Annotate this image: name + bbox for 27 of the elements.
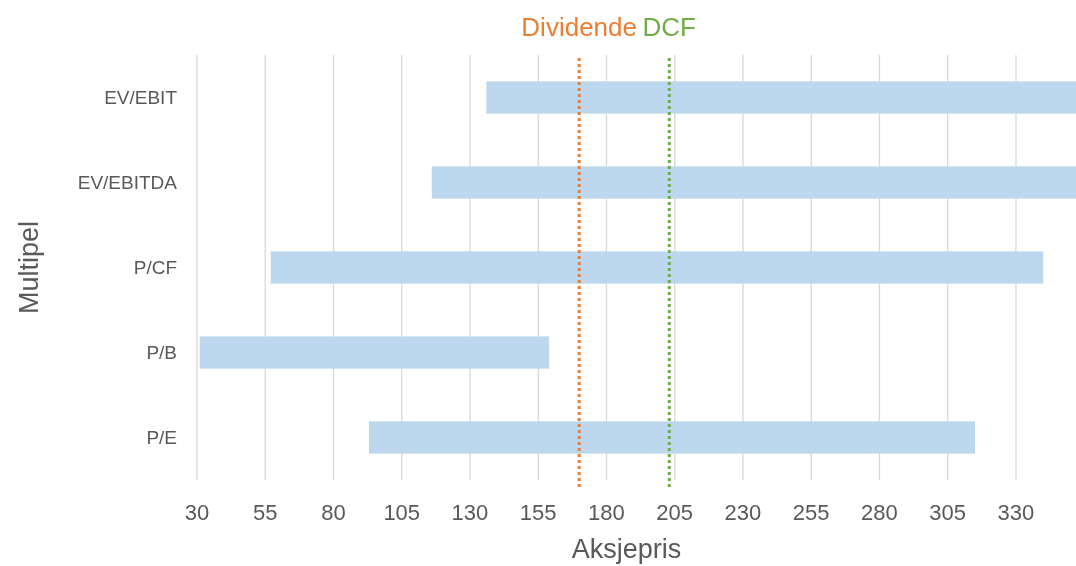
x-axis-title: Aksjepris [571, 534, 682, 564]
x-tick-label: 280 [861, 500, 898, 525]
ref-line-label: Dividende [521, 12, 637, 42]
x-tick-label: 180 [588, 500, 625, 525]
y-tick-label: P/CF [133, 257, 177, 279]
bar [431, 166, 1076, 199]
x-tick-label: 255 [792, 500, 830, 525]
x-tick-label: 105 [383, 500, 421, 525]
bar [270, 251, 1044, 284]
y-tick-label: P/E [146, 427, 177, 449]
ref-line-label: DCF [642, 12, 696, 42]
y-tick-label: EV/EBITDA [77, 172, 178, 194]
x-tick-label: 130 [451, 500, 489, 525]
x-tick-label: 305 [929, 500, 967, 525]
x-tick-label: 205 [656, 500, 694, 525]
x-tick-label: 55 [253, 500, 278, 525]
bar [368, 421, 975, 454]
y-axis-title: Multipel [14, 220, 44, 315]
y-tick-label: P/B [146, 342, 177, 364]
bar [486, 81, 1076, 114]
y-tick-label: EV/EBIT [104, 87, 178, 109]
x-tick-label: 330 [997, 500, 1035, 525]
x-tick-label: 80 [321, 500, 346, 525]
x-tick-label: 155 [519, 500, 557, 525]
x-tick-label: 230 [724, 500, 762, 525]
bar [199, 336, 550, 369]
x-tick-label: 30 [184, 500, 210, 525]
